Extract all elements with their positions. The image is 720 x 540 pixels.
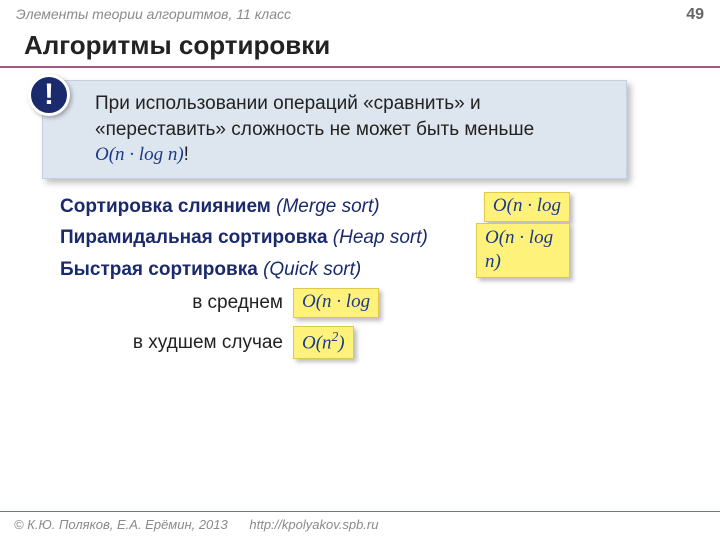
heap-en: (Heap sort): [333, 227, 428, 248]
footer: © К.Ю. Поляков, Е.А. Ерёмин, 2013 http:/…: [14, 517, 378, 532]
breadcrumb: Элементы теории алгоритмов, 11 класс: [16, 6, 291, 22]
quick-name: Быстрая сортировка: [60, 259, 258, 280]
callout-formula: O(n · log n): [95, 144, 184, 165]
quick-worst-pre: O(n: [302, 332, 332, 353]
quick-avg-chip: O(n · log: [293, 288, 379, 318]
callout-line1: При использовании операций «сравнить» и: [95, 93, 481, 114]
page-number: 49: [686, 6, 704, 24]
quick-avg-label: в среднем: [60, 288, 293, 317]
merge-cost-chip: O(n · log: [484, 192, 570, 222]
exclamation-icon: !: [28, 74, 70, 116]
callout-box: При использовании операций «сравнить» и …: [42, 80, 627, 179]
quick-avg-row: в среднем O(n · log: [60, 288, 660, 318]
footer-authors: © К.Ю. Поляков, Е.А. Ерёмин, 2013: [14, 517, 228, 532]
title-rule: [0, 66, 720, 68]
merge-en: (Merge sort): [276, 196, 379, 217]
merge-name: Сортировка слиянием: [60, 196, 271, 217]
top-bar: Элементы теории алгоритмов, 11 класс 49: [16, 6, 704, 24]
footer-rule: [0, 511, 720, 512]
callout-tail: !: [184, 144, 189, 165]
quick-worst-chip: O(n2): [293, 326, 354, 359]
quick-en: (Quick sort): [263, 259, 361, 280]
quick-worst-label: в худшем случае: [60, 328, 293, 357]
page-title: Алгоритмы сортировки: [24, 30, 330, 61]
heap-row: Пирамидальная сортировка (Heap sort) O(n…: [60, 223, 660, 252]
callout-line2: «переставить» сложность не может быть ме…: [95, 119, 534, 140]
merge-row: Сортировка слиянием (Merge sort) O(n · l…: [60, 192, 660, 221]
footer-link[interactable]: http://kpolyakov.spb.ru: [249, 517, 378, 532]
sort-list: Сортировка слиянием (Merge sort) O(n · l…: [60, 192, 660, 359]
slide: Элементы теории алгоритмов, 11 класс 49 …: [0, 0, 720, 540]
quick-row: Быстрая сортировка (Quick sort): [60, 255, 660, 284]
heap-name: Пирамидальная сортировка: [60, 227, 328, 248]
quick-worst-row: в худшем случае O(n2): [60, 326, 660, 359]
quick-worst-post: ): [338, 332, 344, 353]
